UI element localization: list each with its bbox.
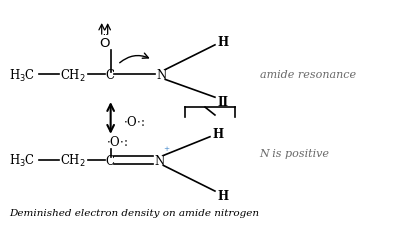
Text: $\ddot{\rm O}$: $\ddot{\rm O}$ xyxy=(99,34,111,51)
Text: H: H xyxy=(218,189,229,202)
Text: $\cdot$O$\cdot$:: $\cdot$O$\cdot$: xyxy=(123,114,145,128)
Text: $^+$: $^+$ xyxy=(162,146,171,155)
Text: N is positive: N is positive xyxy=(260,148,330,158)
Text: CH$_2$: CH$_2$ xyxy=(60,153,86,169)
Text: $\cdot$O$\cdot$:: $\cdot$O$\cdot$: xyxy=(106,134,128,148)
Text: H$_3$C: H$_3$C xyxy=(9,67,36,83)
Text: C: C xyxy=(106,69,115,82)
Text: H: H xyxy=(218,36,229,49)
Text: H: H xyxy=(213,128,224,141)
Text: H$_3$C: H$_3$C xyxy=(9,153,36,169)
Text: C: C xyxy=(106,154,115,167)
Text: amide resonance: amide resonance xyxy=(260,70,356,80)
Text: Deminished electron density on amide nitrogen: Deminished electron density on amide nit… xyxy=(9,208,259,217)
Text: II: II xyxy=(218,95,229,108)
Text: CH$_2$: CH$_2$ xyxy=(60,67,86,83)
Text: N: N xyxy=(157,69,166,82)
Text: N: N xyxy=(154,154,165,167)
